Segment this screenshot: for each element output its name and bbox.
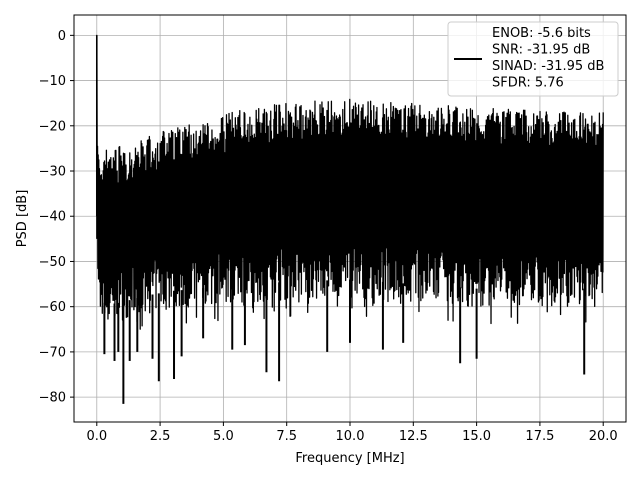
- y-ticks: 0 −10 −20 −30 −40 −50 −60 −70 −80: [39, 29, 74, 406]
- plot-area: [95, 34, 604, 404]
- legend: ENOB: -5.6 bits SNR: -31.95 dB SINAD: -3…: [447, 21, 619, 97]
- y-tick-label: 0: [58, 29, 66, 44]
- x-tick-label: 5.0: [213, 429, 234, 444]
- x-tick-label: 20.0: [589, 429, 618, 444]
- x-tick-label: 17.5: [525, 429, 554, 444]
- legend-box: [447, 21, 619, 97]
- psd-series-line: [96, 34, 604, 337]
- legend-sinad: SINAD: -31.95 dB: [492, 59, 604, 74]
- legend-enob: ENOB: -5.6 bits: [492, 26, 591, 41]
- x-tick-label: 7.5: [276, 429, 297, 444]
- y-tick-label: −30: [39, 165, 66, 180]
- x-tick-label: 12.5: [399, 429, 428, 444]
- y-tick-label: −40: [39, 210, 66, 225]
- y-tick-label: −20: [39, 119, 66, 134]
- x-ticks: 0.0 2.5 5.0 7.5 10.0 12.5 15.0 17.5 20.0: [86, 422, 618, 444]
- legend-snr: SNR: -31.95 dB: [492, 43, 590, 58]
- y-axis-title: PSD [dB]: [15, 190, 30, 248]
- x-tick-label: 0.0: [86, 429, 107, 444]
- y-tick-label: −10: [39, 74, 66, 89]
- x-tick-label: 2.5: [150, 429, 171, 444]
- x-tick-label: 10.0: [336, 429, 365, 444]
- y-tick-label: −50: [39, 255, 66, 270]
- x-tick-label: 15.0: [462, 429, 491, 444]
- y-tick-label: −60: [39, 300, 66, 315]
- y-tick-label: −80: [39, 391, 66, 406]
- legend-sfdr: SFDR: 5.76: [492, 76, 564, 91]
- y-tick-label: −70: [39, 345, 66, 360]
- x-axis-title: Frequency [MHz]: [295, 451, 404, 466]
